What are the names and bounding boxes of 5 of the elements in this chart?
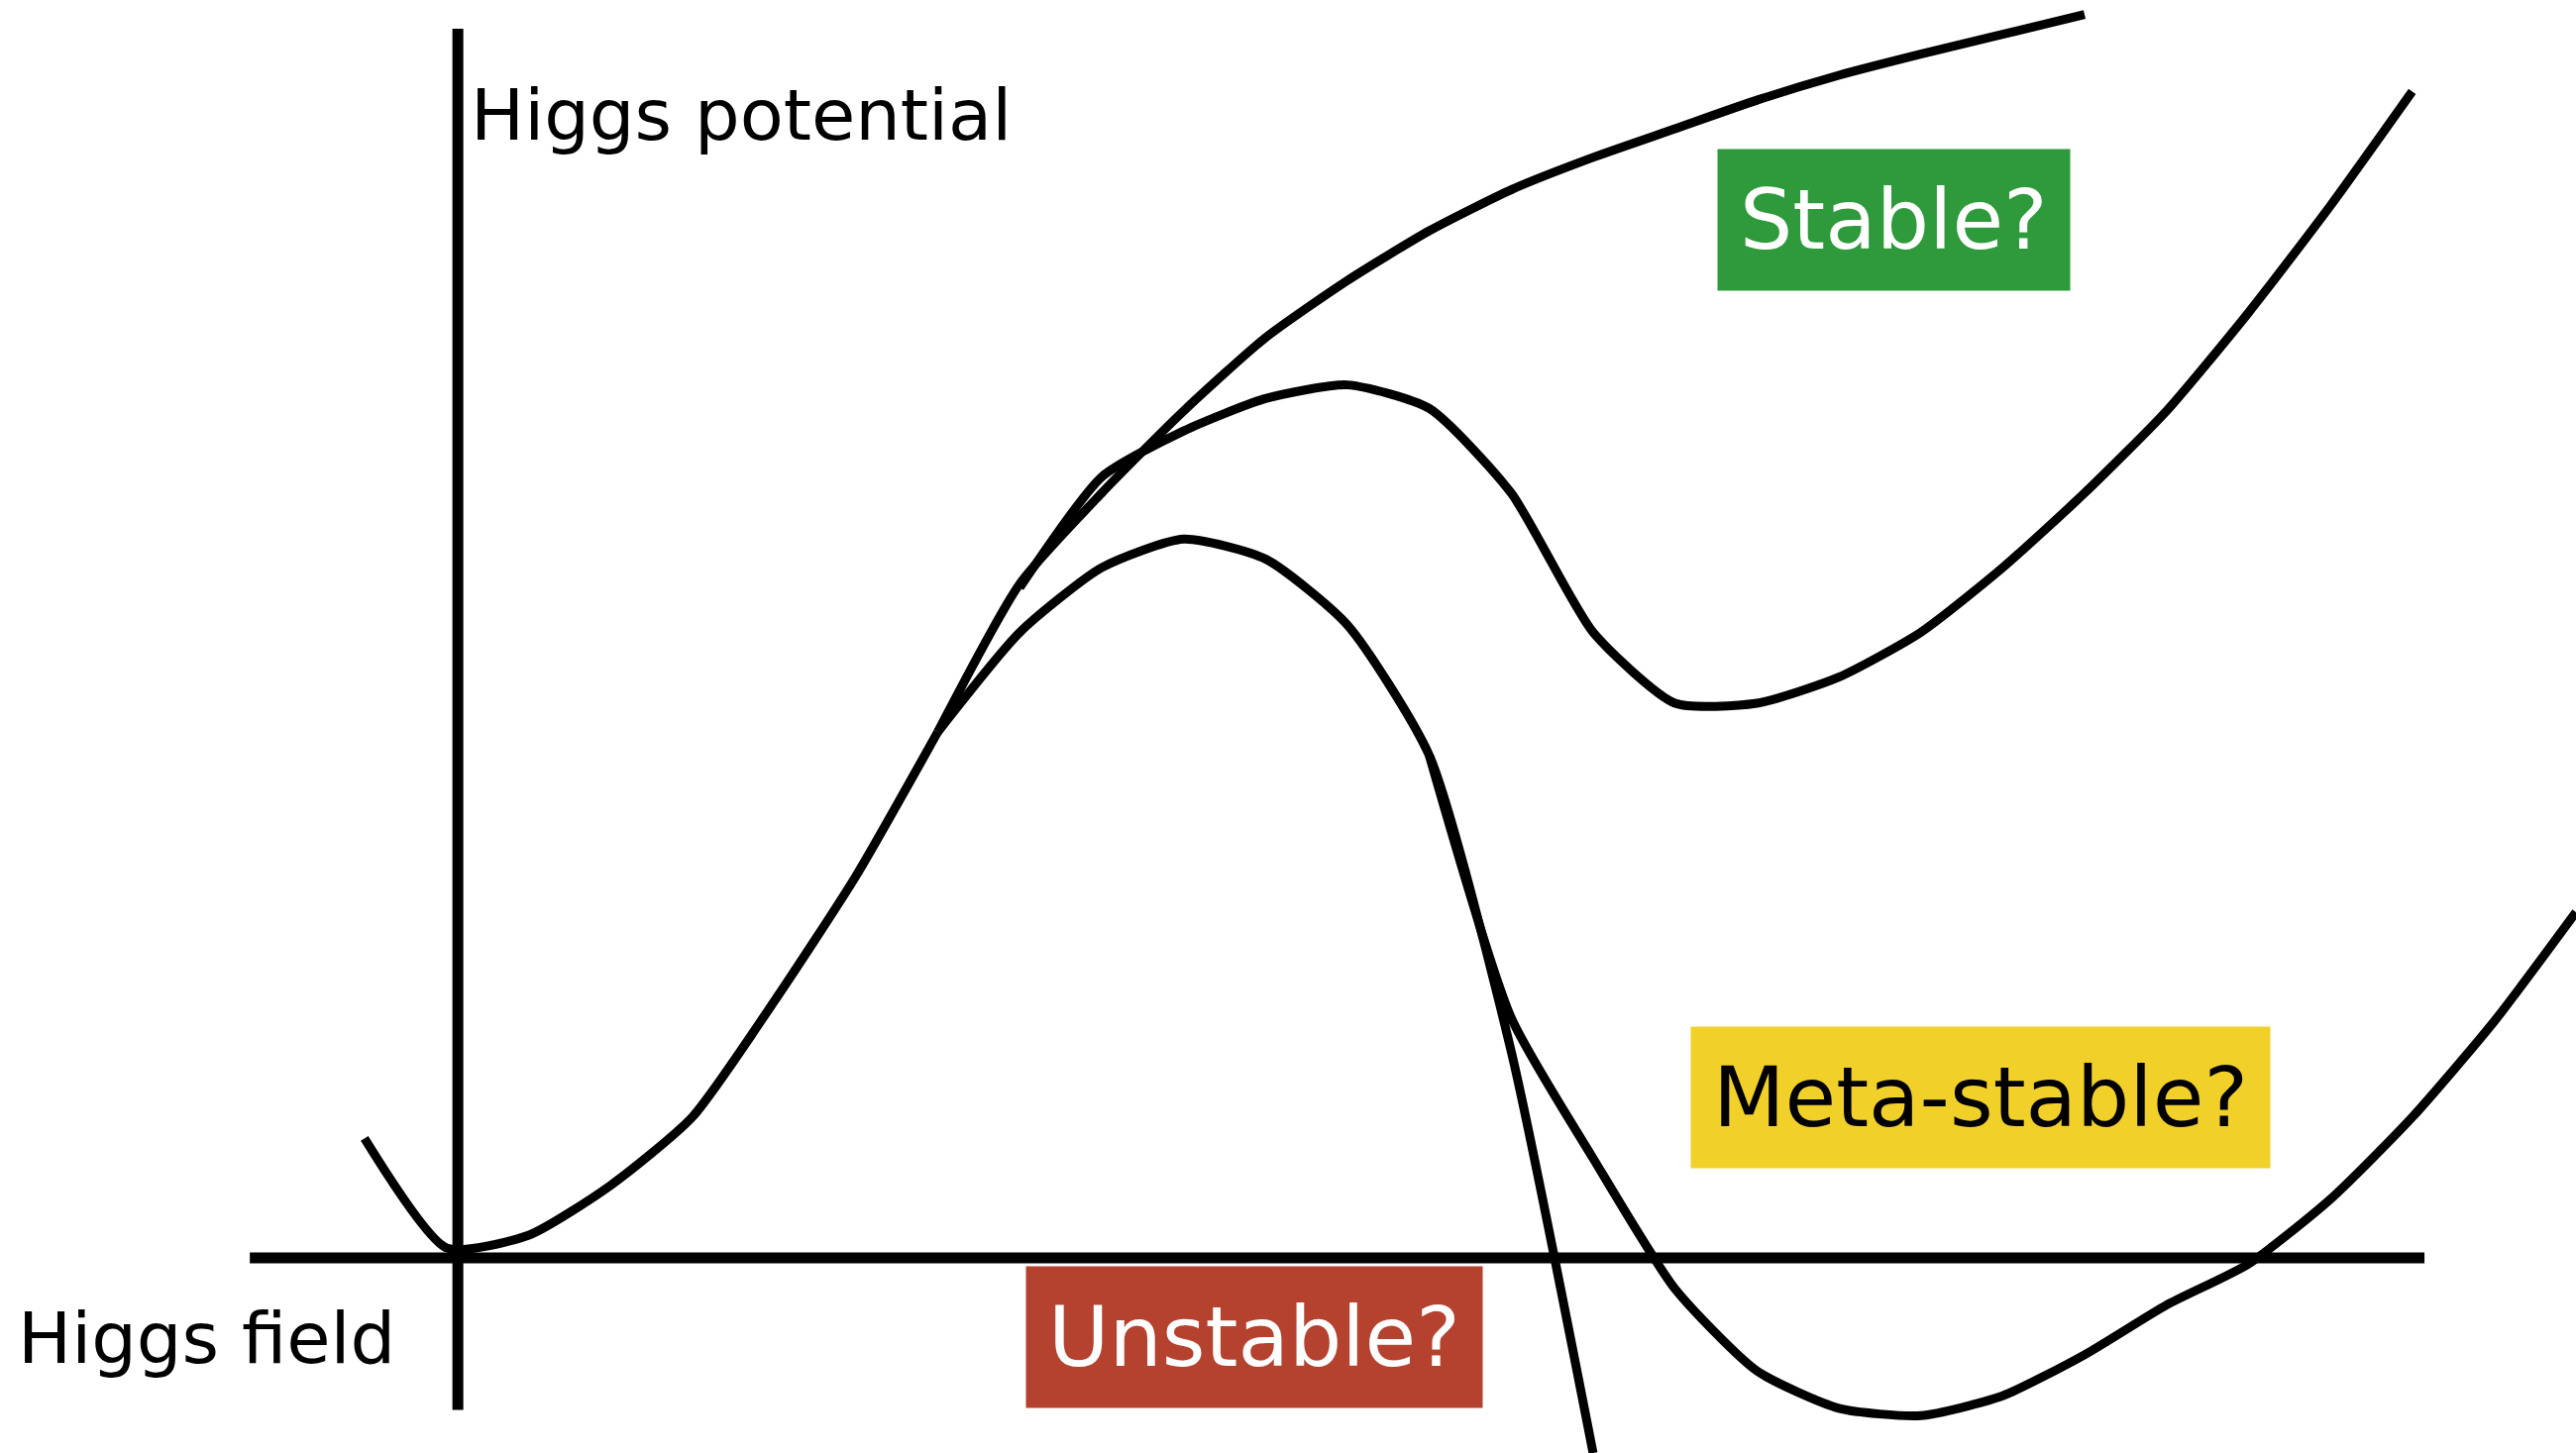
annotation: Meta-stable?	[1713, 1049, 2248, 1146]
x-axis-title: Higgs field	[18, 1297, 396, 1380]
annotation: Unstable?	[1048, 1289, 1460, 1386]
annotation: Stable?	[1740, 171, 2048, 268]
y-axis-title: Higgs potential	[471, 73, 1013, 156]
